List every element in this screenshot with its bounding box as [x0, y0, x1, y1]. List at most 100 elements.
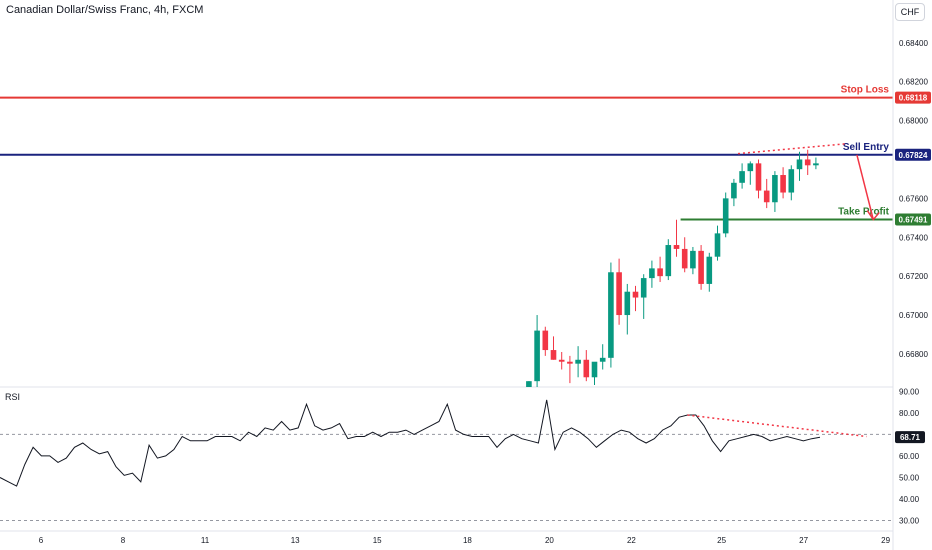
price-tick-label: 0.68000	[899, 117, 928, 126]
candle-body	[616, 272, 622, 316]
candle-body	[550, 350, 557, 360]
candle	[706, 252, 713, 292]
level-badge-text: 0.68118	[899, 94, 928, 103]
rsi-line	[0, 399, 821, 487]
candle	[714, 225, 721, 261]
level-badge-stop-loss	[895, 91, 931, 104]
candle	[731, 178, 737, 207]
candle-body	[813, 163, 819, 166]
candle	[657, 256, 663, 282]
time-tick-label: 22	[627, 536, 636, 545]
candle	[567, 355, 573, 384]
candle-body	[657, 268, 663, 277]
candle	[772, 171, 778, 212]
price-tick-label: 0.68200	[899, 78, 928, 87]
rsi-pane[interactable]	[0, 399, 893, 522]
candle	[780, 167, 786, 199]
candle	[583, 350, 590, 382]
level-badge-take-profit	[895, 213, 931, 226]
candle-body	[575, 359, 581, 364]
rsi-tick-label: 80.00	[899, 409, 920, 418]
candle-body	[788, 169, 795, 193]
candle-body	[763, 190, 770, 203]
candle	[640, 274, 647, 319]
candle	[690, 246, 696, 275]
candle	[608, 262, 614, 368]
candle	[681, 237, 688, 273]
rsi-indicator-label: RSI	[5, 392, 21, 402]
candle	[534, 315, 540, 387]
candle-body	[632, 291, 639, 298]
target-arrow-shaft	[856, 154, 875, 220]
candle-body	[780, 175, 786, 193]
time-tick-label: 18	[463, 536, 472, 545]
price-tick-label: 0.66800	[899, 350, 928, 359]
candle-body	[804, 159, 811, 166]
candle-body	[583, 359, 590, 378]
price-pane[interactable]: Stop Loss Sell Entry Take Profit	[0, 85, 893, 388]
candle	[550, 336, 557, 360]
candle	[599, 344, 606, 370]
candle	[698, 245, 704, 290]
candle-body	[640, 278, 647, 298]
candle	[665, 239, 672, 281]
rsi-current-badge	[895, 431, 925, 444]
candle	[722, 192, 729, 238]
candle-body	[526, 381, 532, 387]
currency-button[interactable]: CHF	[895, 3, 925, 21]
rsi-current-value: 68.71	[900, 433, 921, 442]
candle	[747, 161, 754, 185]
candle-body	[665, 245, 672, 277]
candle-body	[772, 175, 778, 203]
rsi-tick-label: 40.00	[899, 495, 920, 504]
candle-body	[673, 245, 680, 249]
candle	[616, 258, 622, 325]
price-axis[interactable]: 0.68400 0.68200 0.68000 0.67600 0.67400 0.672…	[892, 0, 931, 550]
candle	[788, 165, 795, 201]
candle	[796, 151, 803, 181]
price-trendline	[737, 143, 845, 155]
rsi-divergence-line	[687, 414, 867, 438]
candle	[591, 361, 598, 386]
candle	[558, 351, 565, 370]
price-tick-label: 0.67600	[899, 194, 928, 203]
time-tick-label: 27	[799, 536, 808, 545]
price-tick-label: 0.67000	[899, 311, 928, 320]
candle-body	[558, 359, 565, 362]
time-tick-label: 29	[881, 536, 890, 545]
candle	[755, 159, 762, 199]
rsi-tick-label: 90.00	[899, 387, 920, 396]
candle-body	[747, 163, 754, 172]
time-tick-label: 20	[545, 536, 554, 545]
candle-body	[649, 268, 655, 279]
time-tick-label: 6	[39, 536, 44, 545]
rsi-tick-label: 60.00	[899, 452, 920, 461]
candle-body	[731, 182, 737, 199]
time-tick-label: 25	[717, 536, 726, 545]
price-tick-label: 0.68400	[899, 39, 928, 48]
time-tick-label: 13	[291, 536, 300, 545]
candle-body	[722, 198, 729, 234]
candle	[624, 283, 631, 335]
candle-body	[739, 171, 745, 183]
candle-body	[608, 272, 614, 358]
time-tick-label: 15	[373, 536, 382, 545]
chart-title: Canadian Dollar/Swiss Franc, 4h, FXCM	[6, 4, 204, 16]
level-badge-text: 0.67491	[899, 216, 928, 225]
candle-body	[698, 250, 704, 284]
candle	[804, 149, 811, 176]
candle	[526, 381, 532, 387]
time-tick-label: 11	[201, 536, 210, 545]
time-axis[interactable]: 68111315182022252729Oct	[0, 530, 932, 545]
target-arrow-head	[866, 210, 880, 221]
candle	[575, 346, 581, 378]
level-label-stop-loss: Stop Loss	[841, 85, 890, 96]
candle-body	[714, 233, 721, 257]
candle-body	[681, 248, 688, 269]
candle-body	[690, 250, 696, 269]
rsi-tick-label: 50.00	[899, 473, 920, 482]
candle-body	[706, 256, 713, 284]
candle	[813, 157, 819, 170]
candle-body	[534, 330, 540, 382]
